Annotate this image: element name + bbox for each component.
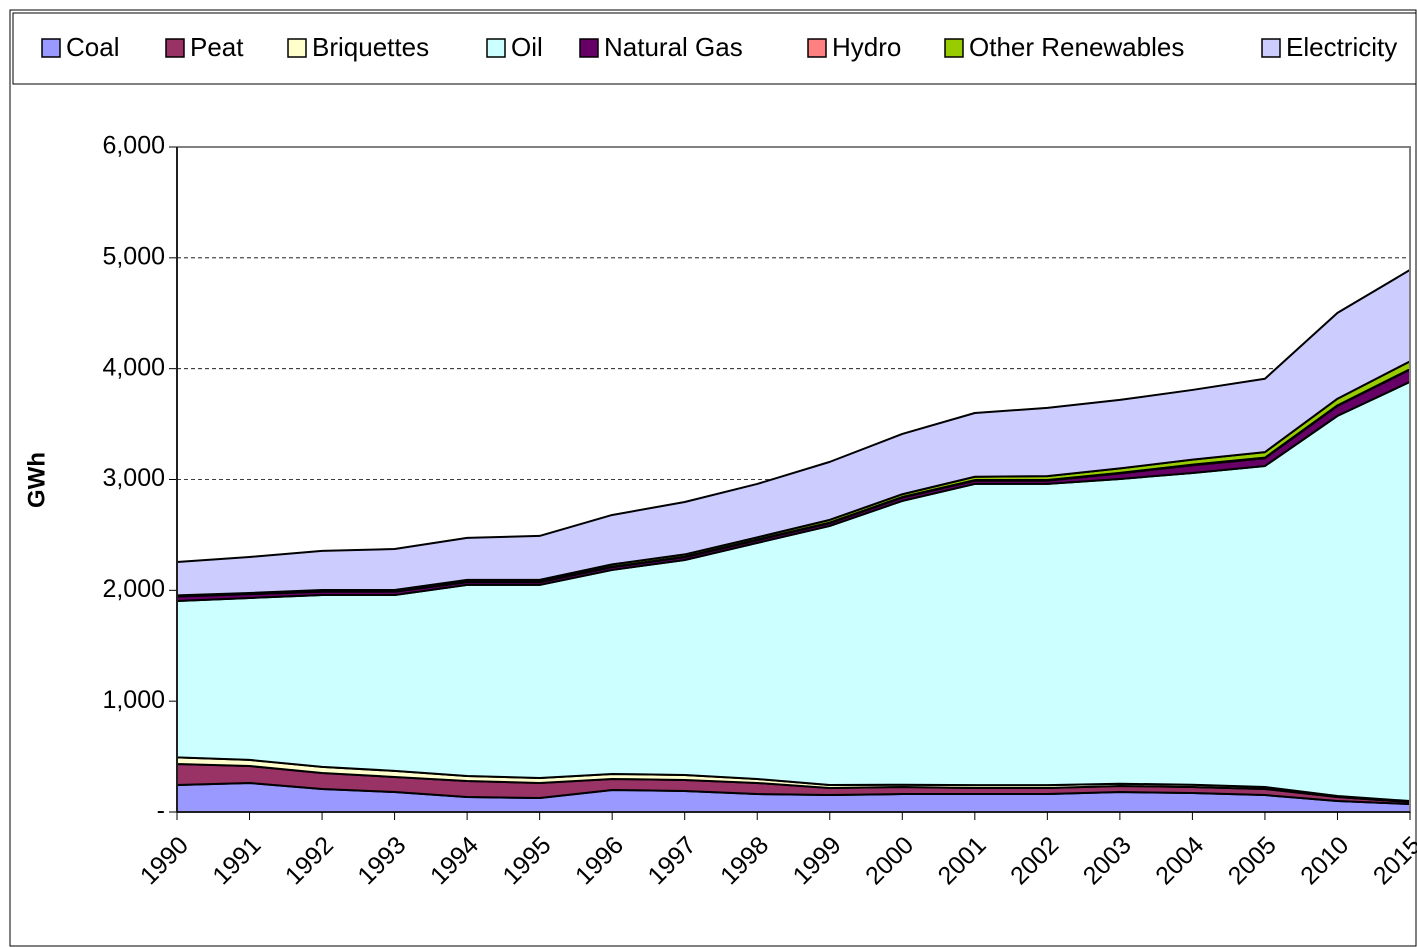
legend-label: Other Renewables [969, 32, 1184, 62]
y-tick-label: 5,000 [102, 242, 165, 270]
legend-swatch [807, 38, 827, 58]
y-tick-label: - [157, 797, 165, 825]
y-tick-label: 4,000 [102, 353, 165, 381]
legend-label: Hydro [832, 32, 901, 62]
legend-label: Briquettes [312, 32, 429, 62]
legend-swatch [486, 38, 506, 58]
legend-swatch [944, 38, 964, 58]
legend-swatch [287, 38, 307, 58]
legend-swatch [579, 38, 599, 58]
y-axis-label: GWh [23, 452, 50, 508]
y-tick-label: 3,000 [102, 464, 165, 492]
y-tick-label: 2,000 [102, 575, 165, 603]
legend-label: Natural Gas [604, 32, 743, 62]
legend-swatch [41, 38, 61, 58]
legend-label: Electricity [1286, 32, 1397, 62]
legend-swatch [1261, 38, 1281, 58]
legend-label: Peat [190, 32, 244, 62]
legend-label: Coal [66, 32, 119, 62]
legend-box [12, 12, 1417, 85]
legend-label: Oil [511, 32, 543, 62]
y-tick-label: 6,000 [102, 132, 165, 160]
y-tick-label: 1,000 [102, 686, 165, 714]
legend-swatch [165, 38, 185, 58]
